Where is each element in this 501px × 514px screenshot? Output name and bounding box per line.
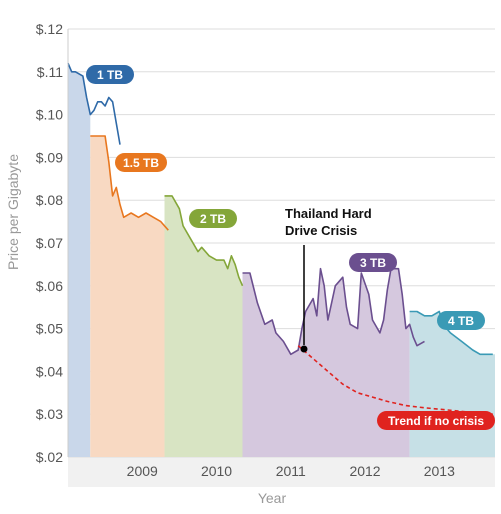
fill-1-tb [68, 63, 91, 457]
y-tick-label: $.11 [37, 64, 63, 80]
line-3-tb [242, 267, 425, 356]
trend-label-pill [377, 411, 495, 430]
y-tick-label: $.03 [36, 406, 63, 422]
y-tick-label: $.06 [36, 278, 63, 294]
crisis-annotation: Thailand Hard Drive Crisis [285, 206, 372, 353]
x-tick-label: 2011 [276, 463, 306, 479]
fill-1-5-tb [90, 136, 165, 457]
series-label-1-5-tb: 1.5 TB [115, 153, 167, 172]
axes: Price per Gigabyte Year $.02 $.03 $.04 $.05… [5, 21, 455, 506]
y-tick-label: $.10 [36, 107, 63, 123]
trend-label-text: Trend if no crisis [388, 414, 484, 428]
fill-3-tb [242, 268, 410, 457]
x-tick-label: 2012 [349, 463, 380, 479]
y-axis-title: Price per Gigabyte [5, 154, 21, 270]
x-axis-band [68, 457, 495, 487]
annotation-dot [300, 345, 308, 353]
annotation-line-2: Drive Crisis [285, 223, 357, 238]
line-4-tb [409, 310, 493, 356]
series-label-text: 1.5 TB [123, 156, 159, 170]
series-label-4-tb: 4 TB [437, 311, 485, 330]
series-label-text: 1 TB [97, 68, 123, 82]
y-tick-label: $.05 [36, 321, 63, 337]
series-labels: 1 TB 1.5 TB 2 TB 3 TB 4 TB Trend if no crisis [86, 65, 495, 430]
annotation-line-1: Thailand Hard [285, 206, 372, 221]
line-1-5-tb [90, 135, 169, 231]
line-1-tb [67, 62, 121, 145]
y-tick-label: $.09 [36, 149, 63, 165]
series-label-3-tb: 3 TB [349, 253, 397, 272]
series-label-text: 4 TB [448, 314, 474, 328]
y-tick-label: $.07 [36, 235, 63, 251]
trend-label: Trend if no crisis [377, 411, 495, 430]
series-label-2-tb: 2 TB [189, 209, 237, 228]
series-label-text: 2 TB [200, 212, 226, 226]
y-tick-label: $.12 [36, 21, 63, 37]
series-label-pill [189, 209, 237, 228]
x-tick-label: 2013 [424, 463, 455, 479]
trend-dashed-line [297, 345, 493, 415]
y-tick-label: $.02 [36, 449, 63, 465]
x-tick-label: 2009 [127, 463, 158, 479]
x-tick-label: 2010 [201, 463, 232, 479]
series-label-1-tb: 1 TB [86, 65, 134, 84]
series-label-pill [115, 153, 167, 172]
fill-2-tb [164, 195, 243, 457]
trend-line [297, 345, 493, 415]
y-tick-label: $.04 [36, 363, 63, 379]
series-label-text: 3 TB [360, 256, 386, 270]
series-lines [67, 62, 493, 356]
y-tick-label: $.08 [36, 192, 63, 208]
series-label-pill [437, 311, 485, 330]
line-2-tb [164, 195, 244, 287]
x-axis-title: Year [258, 490, 287, 506]
series-label-pill [86, 65, 134, 84]
series-label-pill [349, 253, 397, 272]
